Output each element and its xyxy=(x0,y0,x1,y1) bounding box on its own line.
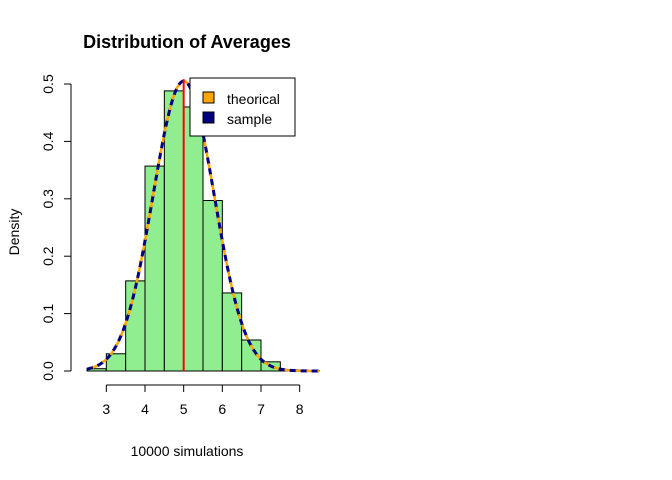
y-tick-label: 0.1 xyxy=(40,304,56,324)
y-tick-label: 0.4 xyxy=(40,131,56,151)
chart-title: Distribution of Averages xyxy=(83,32,291,52)
legend-label-sample: sample xyxy=(227,111,272,127)
legend: theorical sample xyxy=(189,77,296,137)
histogram-bar xyxy=(241,339,262,372)
x-axis-label: 10000 simulations xyxy=(131,443,244,459)
y-tick-label: 0.0 xyxy=(40,361,56,381)
x-tick-label: 5 xyxy=(180,401,188,417)
histogram-bar xyxy=(221,292,243,372)
y-tick-label: 0.2 xyxy=(40,246,56,266)
histogram-bar xyxy=(183,106,204,372)
legend-label-theorical: theorical xyxy=(227,91,280,107)
y-tick-label: 0.5 xyxy=(40,74,56,94)
sample-density-curve xyxy=(86,79,319,373)
x-tick-label: 3 xyxy=(102,401,110,417)
x-tick-label: 8 xyxy=(296,401,304,417)
y-axis-label: Density xyxy=(6,209,22,256)
histogram-bar xyxy=(144,165,165,372)
x-tick-label: 7 xyxy=(257,401,265,417)
x-tick-label: 6 xyxy=(218,401,226,417)
y-tick-label: 0.3 xyxy=(40,189,56,209)
x-axis: 3 4 5 6 7 8 xyxy=(102,384,304,417)
histogram-bar xyxy=(202,200,223,372)
x-tick-label: 4 xyxy=(141,401,149,417)
y-axis: 0.0 0.1 0.2 0.3 0.4 0.5 xyxy=(40,74,72,381)
legend-swatch-theorical xyxy=(202,91,215,104)
legend-swatch-sample xyxy=(202,111,215,124)
histogram-bar xyxy=(163,90,185,372)
legend-box xyxy=(189,77,296,137)
